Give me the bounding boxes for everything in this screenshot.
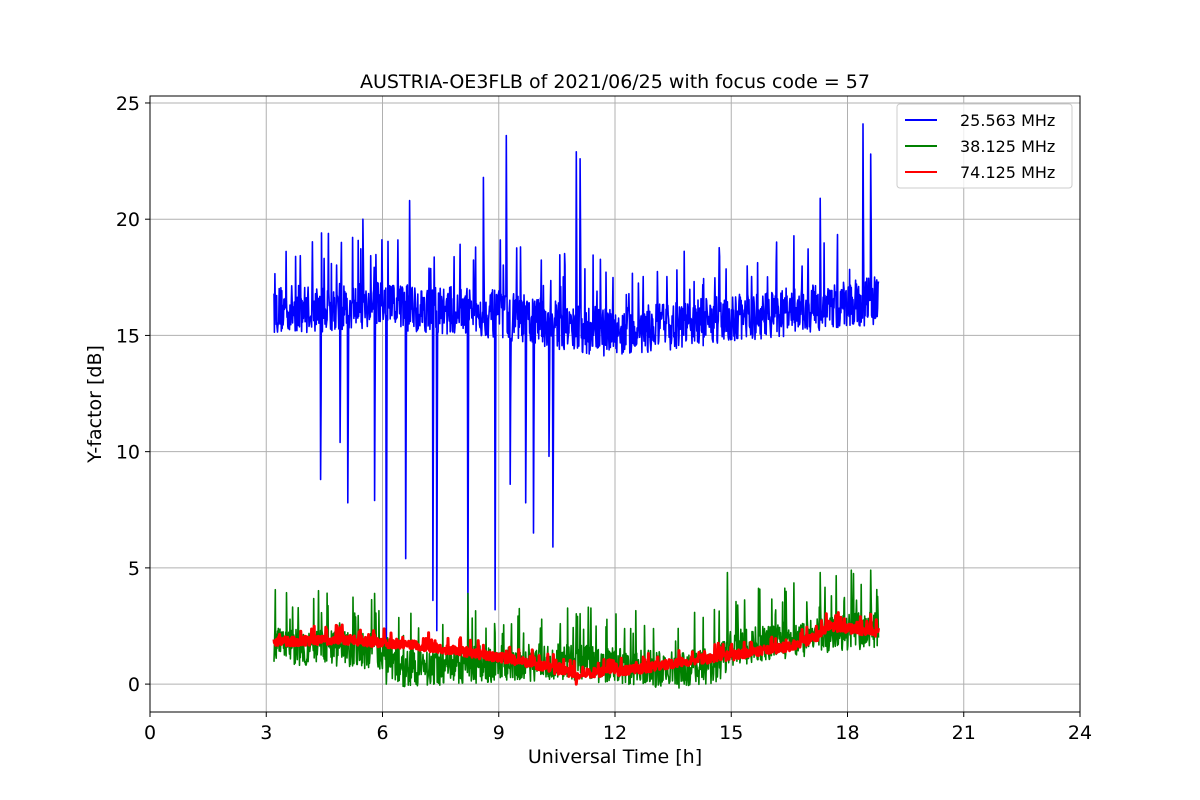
y-tick-label: 20 <box>116 209 140 231</box>
y-tick-label: 25 <box>116 93 140 115</box>
x-tick-label: 12 <box>603 722 627 744</box>
y-tick-label: 5 <box>128 558 140 580</box>
legend-label: 25.563 MHz <box>960 111 1055 130</box>
x-tick-label: 24 <box>1068 722 1092 744</box>
y-tick-label: 15 <box>116 325 140 347</box>
x-tick-label: 0 <box>144 722 156 744</box>
x-tick-label: 15 <box>719 722 743 744</box>
y-axis-label: Y-factor [dB] <box>84 345 106 464</box>
legend: 25.563 MHz 38.125 MHz 74.125 MHz <box>896 103 1073 189</box>
y-tick-label: 10 <box>116 442 140 464</box>
x-tick-label: 18 <box>835 722 859 744</box>
x-tick-label: 6 <box>376 722 388 744</box>
x-tick-label: 3 <box>260 722 272 744</box>
axis-ticks: 0 3 6 9 12 15 18 21 24 0 5 10 15 20 25 <box>116 93 1092 744</box>
series-line-1 <box>273 123 880 683</box>
legend-label: 38.125 MHz <box>960 137 1055 156</box>
x-axis-label: Universal Time [h] <box>528 746 702 768</box>
series-line-3 <box>272 611 880 686</box>
chart-title: AUSTRIA-OE3FLB of 2021/06/25 with focus … <box>360 71 870 93</box>
y-tick-label: 0 <box>128 674 140 696</box>
series-line-2 <box>273 569 880 689</box>
legend-box <box>896 103 1073 189</box>
x-tick-label: 9 <box>493 722 505 744</box>
x-tick-label: 21 <box>952 722 976 744</box>
series-lines <box>272 123 880 689</box>
legend-label: 74.125 MHz <box>960 163 1055 182</box>
